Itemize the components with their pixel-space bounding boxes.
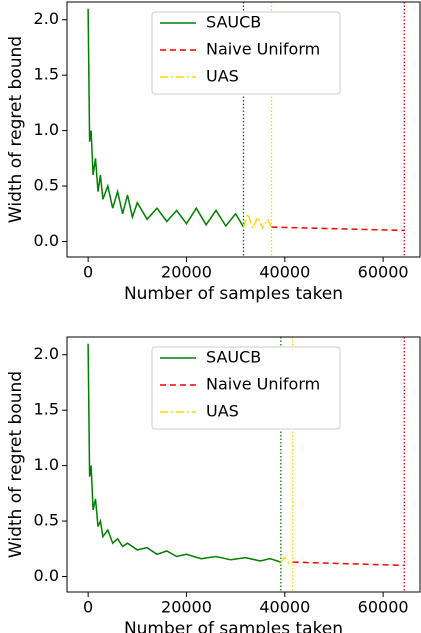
y-tick-label: 0.0 <box>34 566 59 585</box>
y-tick-label: 0.0 <box>34 231 59 250</box>
axes-frame <box>66 1 421 258</box>
y-axis-label: Width of regret bound <box>6 371 26 558</box>
series-line <box>271 226 405 232</box>
series-line <box>242 211 273 231</box>
legend-box <box>151 11 341 95</box>
legend-box <box>151 346 341 430</box>
legend-label: UAS <box>206 402 239 421</box>
axes-frame <box>66 336 421 593</box>
legend-label: SAUCB <box>206 348 261 367</box>
x-tick-label: 60000 <box>358 598 409 617</box>
x-tick-label: 20000 <box>161 598 212 617</box>
legend-label: UAS <box>206 67 239 86</box>
y-tick-label: 2.0 <box>34 9 59 28</box>
y-tick-label: 0.5 <box>34 511 59 530</box>
x-tick-label: 60000 <box>358 263 409 282</box>
series-line <box>87 343 282 563</box>
y-tick-label: 1.0 <box>34 120 59 139</box>
series-line <box>87 8 245 228</box>
x-axis-label: Number of samples taken <box>124 284 343 304</box>
legend-label: Naive Uniform <box>206 40 320 59</box>
x-tick-label: 40000 <box>259 598 310 617</box>
x-axis-label: Number of samples taken <box>124 619 343 633</box>
y-tick-label: 2.0 <box>34 344 59 363</box>
x-tick-label: 0 <box>83 263 93 282</box>
legend-label: Naive Uniform <box>206 375 320 394</box>
y-tick-label: 0.5 <box>34 176 59 195</box>
x-tick-label: 40000 <box>259 263 310 282</box>
y-tick-label: 1.0 <box>34 455 59 474</box>
y-axis-label: Width of regret bound <box>6 36 26 223</box>
x-tick-label: 0 <box>83 598 93 617</box>
series-line <box>280 556 293 565</box>
y-tick-label: 1.5 <box>34 65 59 84</box>
legend-label: SAUCB <box>206 13 261 32</box>
y-tick-label: 1.5 <box>34 400 59 419</box>
x-tick-label: 20000 <box>161 263 212 282</box>
series-line <box>292 561 405 567</box>
